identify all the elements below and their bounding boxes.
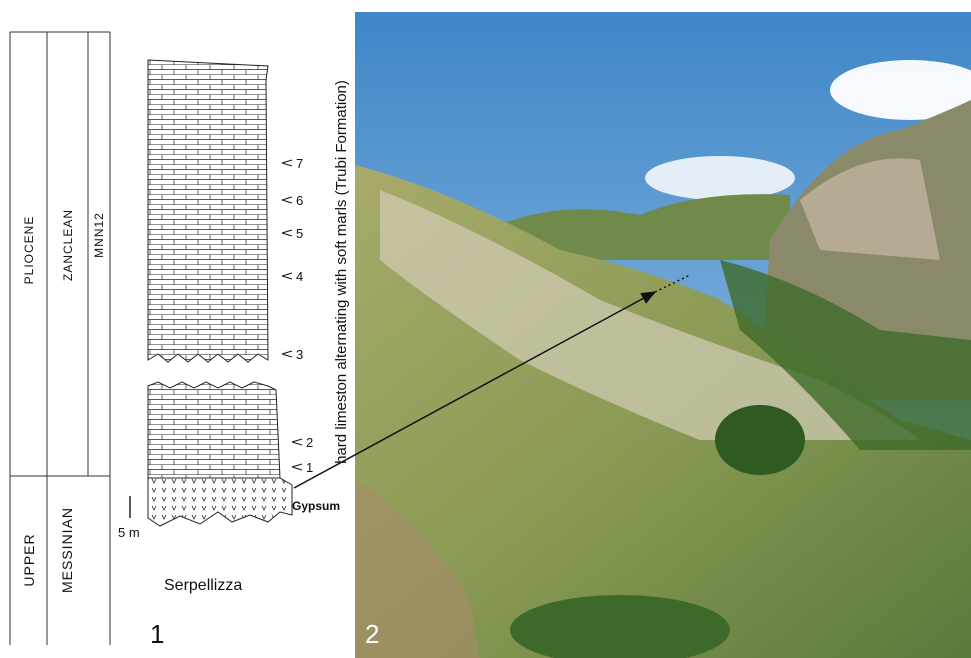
stage-label: MESSINIAN xyxy=(59,507,75,593)
formation-label: hard limeston alternating with soft marl… xyxy=(333,80,350,464)
arrow xyxy=(293,291,657,489)
sample-label: 7 xyxy=(296,156,303,171)
sample-label: 1 xyxy=(306,460,313,475)
sample-marker xyxy=(281,272,293,280)
stage-label: ZANCLEAN xyxy=(61,209,75,281)
sample-marker xyxy=(291,438,303,446)
sample-marker xyxy=(281,350,293,358)
arrow-dots xyxy=(654,274,691,293)
sample-marker xyxy=(281,229,293,237)
panel-label: 2 xyxy=(365,619,379,649)
sample-marker xyxy=(291,463,303,471)
sample-marker xyxy=(281,196,293,204)
section-name: Serpellizza xyxy=(164,577,242,594)
sample-label: 5 xyxy=(296,226,303,241)
column xyxy=(129,59,293,527)
sample-label: 4 xyxy=(296,269,303,284)
sample-label: 3 xyxy=(296,347,303,362)
gypsum-label: Gypsum xyxy=(292,499,340,513)
zone-label: MNN12 xyxy=(92,212,106,258)
chrono-table xyxy=(9,31,111,645)
sample-label: 6 xyxy=(296,193,303,208)
samples: 7 6 5 4 3 2 1 xyxy=(281,156,313,475)
series-label: UPPER xyxy=(21,533,37,586)
sample-label: 2 xyxy=(306,435,313,450)
panel-label: 1 xyxy=(150,619,164,649)
sample-marker xyxy=(281,159,293,167)
photo xyxy=(355,12,971,658)
scale-label: 5 m xyxy=(118,525,140,540)
series-label: PLIOCENE xyxy=(22,216,36,285)
